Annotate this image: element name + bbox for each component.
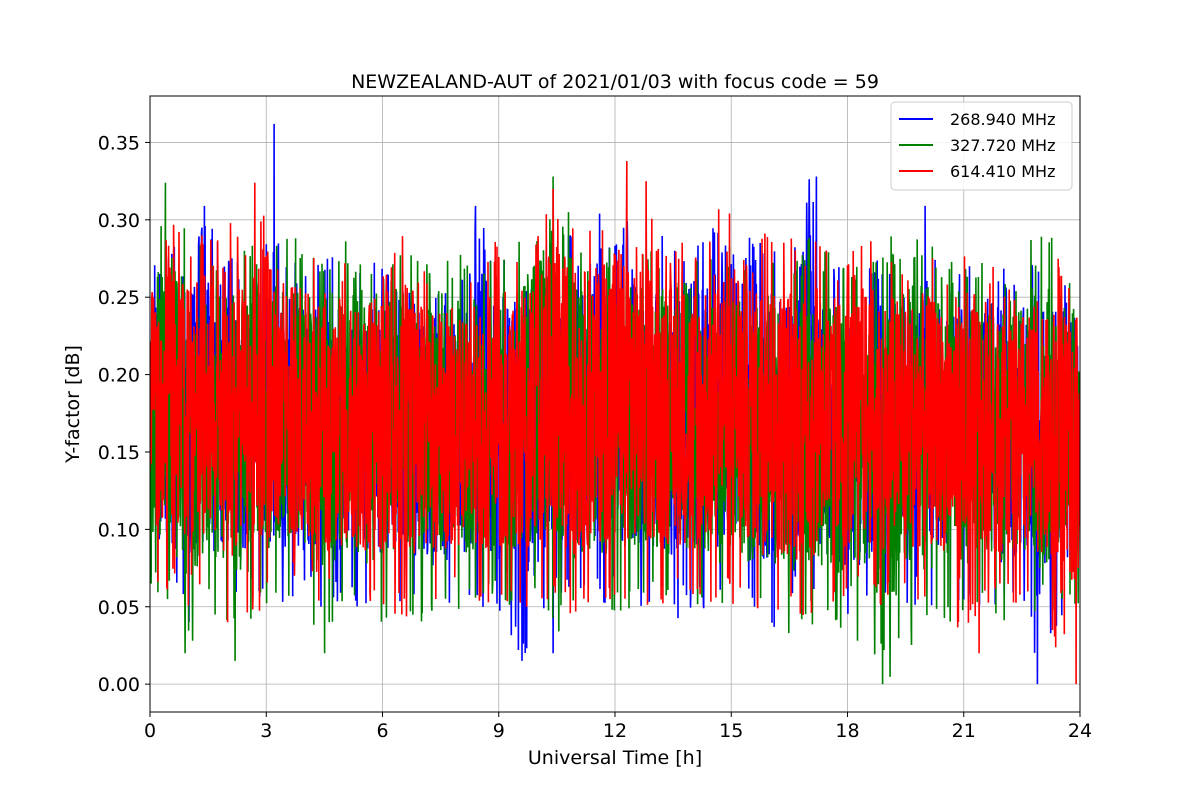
y-tick-label: 0.10 (98, 519, 140, 541)
y-tick-label: 0.35 (98, 132, 140, 154)
y-tick-label: 0.00 (98, 674, 140, 696)
x-tick-label: 21 (952, 720, 976, 742)
legend-label-3: 614.410 MHz (950, 162, 1055, 181)
legend-label-2: 327.720 MHz (950, 136, 1055, 155)
chart-title: NEWZEALAND-AUT of 2021/01/03 with focus … (351, 71, 879, 93)
x-tick-label: 3 (260, 720, 272, 742)
y-tick-label: 0.05 (98, 597, 140, 619)
legend-box (890, 101, 1073, 191)
y-tick-label: 0.25 (98, 287, 140, 309)
axis-ticks: 0 3 6 9 12 15 18 21 24 0.00 0.05 0.10 0.15 0.20 0.25 0.… (98, 132, 1092, 742)
legend: 268.940 MHz 327.720 MHz 614.410 MHz (890, 101, 1073, 191)
x-tick-label: 15 (719, 720, 743, 742)
x-tick-label: 18 (835, 720, 859, 742)
x-tick-label: 0 (144, 720, 156, 742)
legend-label-1: 268.940 MHz (950, 110, 1055, 129)
y-tick-label: 0.30 (98, 210, 140, 232)
y-tick-label: 0.15 (98, 442, 140, 464)
series-line-3 (150, 160, 1080, 685)
y-tick-label: 0.20 (98, 365, 140, 387)
x-tick-label: 12 (603, 720, 627, 742)
y-axis-label: Y-factor [dB] (62, 345, 84, 464)
x-axis-label: Universal Time [h] (528, 747, 702, 769)
x-tick-label: 9 (493, 720, 505, 742)
x-tick-label: 6 (376, 720, 388, 742)
x-tick-label: 24 (1068, 720, 1092, 742)
plot-series (150, 123, 1080, 685)
